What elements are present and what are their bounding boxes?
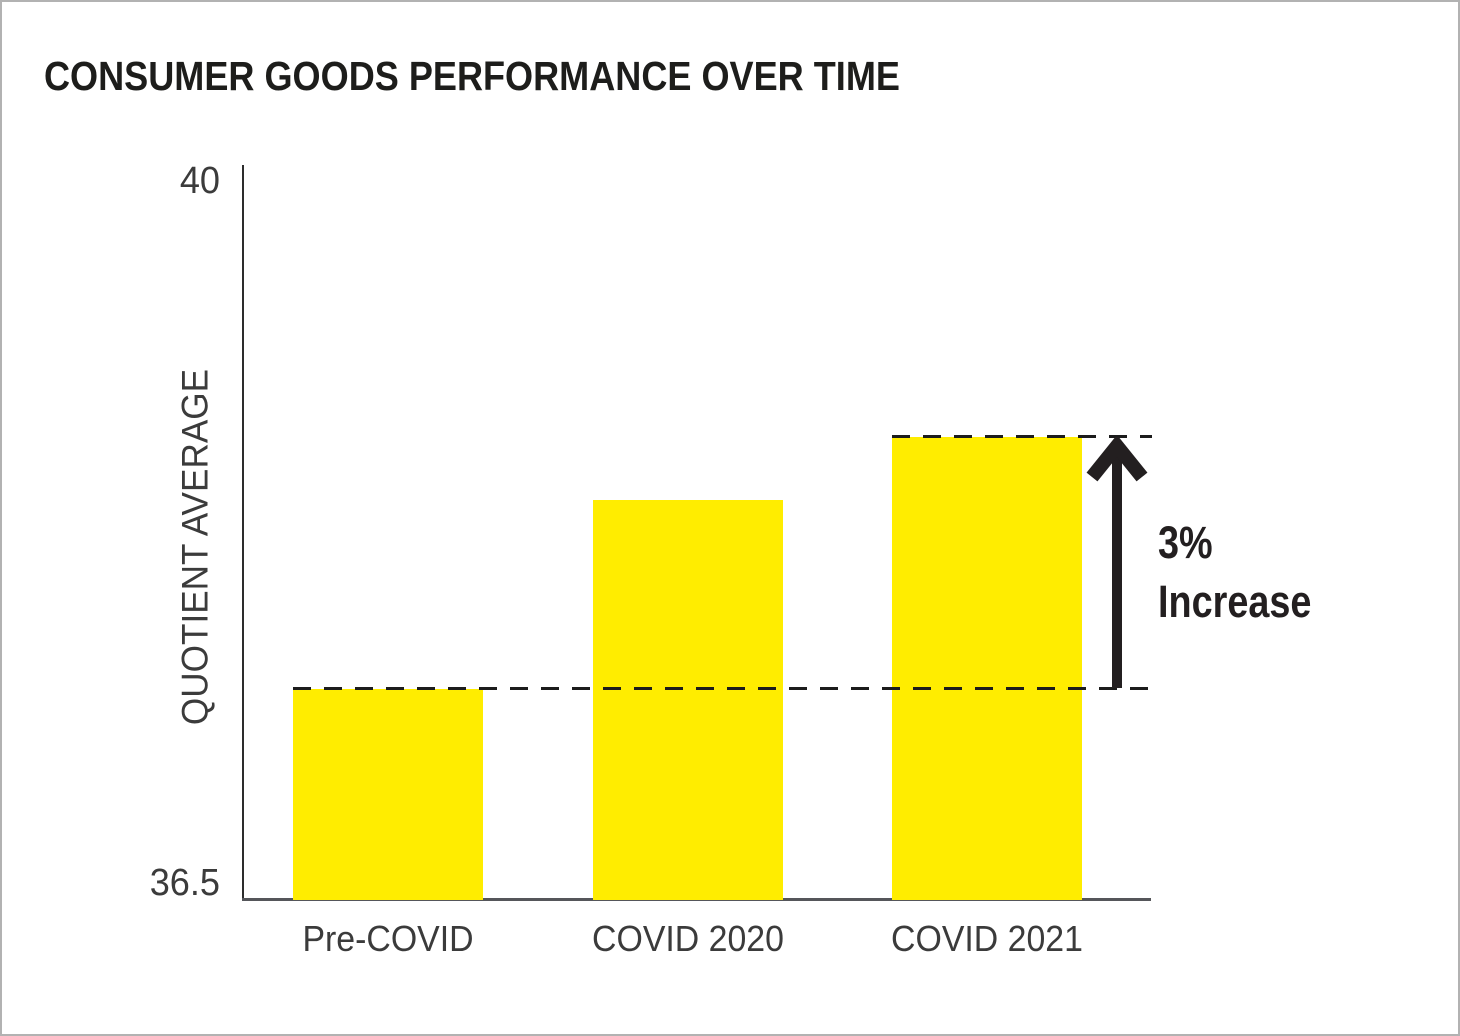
bar-pre-covid xyxy=(293,688,483,900)
increase-annotation: 3% Increase xyxy=(1158,513,1311,631)
bar-covid-2020 xyxy=(593,500,783,900)
x-tick-label-pre-covid: Pre-COVID xyxy=(302,918,474,959)
y-tick-label-36-5: 36.5 xyxy=(149,862,220,904)
chart-title: CONSUMER GOODS PERFORMANCE OVER TIME xyxy=(44,53,900,99)
reference-line-covid-2021-level xyxy=(892,435,1152,439)
increase-arrow-icon xyxy=(1086,437,1148,689)
increase-annotation-line-1: 3% xyxy=(1158,517,1213,568)
reference-line-pre-covid-level xyxy=(293,686,1152,690)
x-tick-label-covid-2021: COVID 2021 xyxy=(891,918,1083,959)
x-tick-label-covid-2020: COVID 2020 xyxy=(592,918,784,959)
y-axis-title: QUOTIENT AVERAGE xyxy=(174,368,216,726)
increase-annotation-line-2: Increase xyxy=(1158,576,1312,627)
bar-covid-2021 xyxy=(892,437,1082,900)
y-axis-line xyxy=(242,165,244,900)
y-tick-label-40: 40 xyxy=(179,160,220,202)
